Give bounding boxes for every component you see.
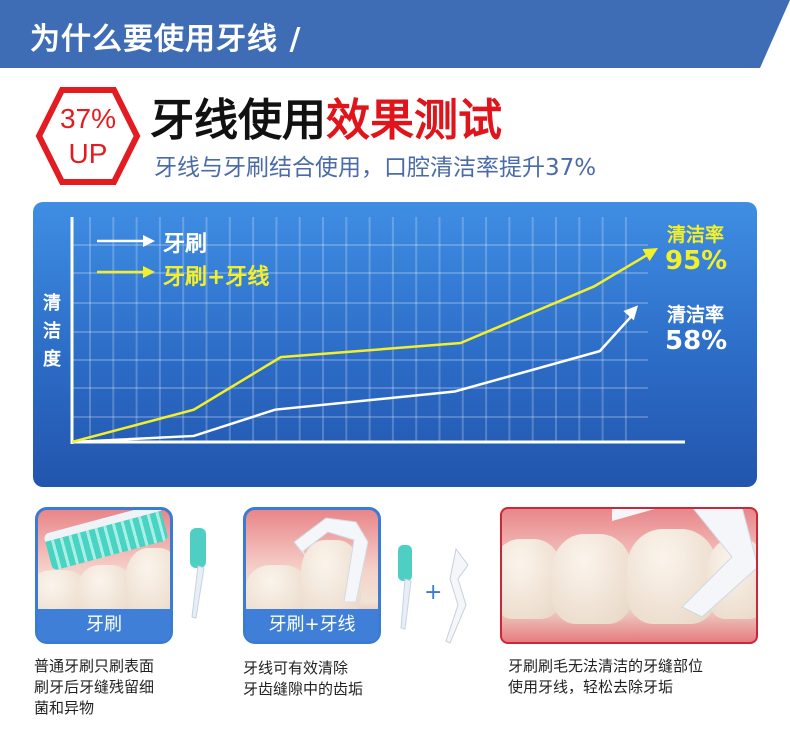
legend-arrow-icon [143, 235, 155, 247]
card-label: 牙刷 [38, 609, 170, 641]
series-arrowhead-icon [642, 247, 659, 262]
caption-line: 牙线可有效清除 [243, 659, 349, 677]
chart-panel: 牙刷 牙刷+牙线 清洁度 清洁率 95% 清洁率 58% [33, 202, 757, 487]
line-chart [70, 217, 685, 444]
subtitle: 牙线与牙刷结合使用，口腔清洁率提升37% [154, 155, 597, 181]
end-value-brush: 58% [665, 326, 728, 356]
caption-line: 普通牙刷只刷表面 [34, 657, 155, 675]
caption-line: 牙刷刷毛无法清洁的牙缝部位 [508, 657, 704, 675]
end-label-brush: 清洁率 [667, 304, 725, 326]
badge-value: 37% [59, 103, 117, 134]
toothbrush-icon [398, 545, 412, 630]
teeth-closeup-card [500, 507, 758, 644]
plus-sign: + [424, 580, 443, 605]
badge-label: UP [68, 138, 108, 169]
floss-image-card: 牙刷+牙线 [243, 507, 381, 644]
header-title: 为什么要使用牙线 / [30, 22, 302, 57]
y-axis-label: 清洁度 [43, 293, 61, 370]
header-banner [0, 0, 790, 68]
caption-line: 牙齿缝隙中的齿垢 [243, 680, 364, 698]
headline-black: 牙线使用 [150, 95, 326, 146]
headline-red: 效果测试 [326, 95, 502, 146]
caption-line: 刷牙后牙缝残留细 [34, 678, 155, 696]
caption-line: 使用牙线，轻松去除牙垢 [508, 678, 674, 696]
card-label: 牙刷+牙线 [246, 609, 378, 641]
caption-closeup: 牙刷刷毛无法清洁的牙缝部位 使用牙线，轻松去除牙垢 [508, 656, 703, 698]
end-label-floss: 清洁率 [667, 224, 725, 246]
headline: 牙线使用效果测试 [150, 84, 502, 148]
legend-floss: 牙刷+牙线 [163, 265, 270, 290]
legend-arrow-icon [143, 266, 155, 278]
legend-brush: 牙刷 [163, 232, 208, 257]
series-line-0 [71, 311, 636, 444]
end-value-floss: 95% [665, 246, 728, 276]
caption-toothbrush: 普通牙刷只刷表面 刷牙后牙缝残留细 菌和异物 [34, 656, 154, 719]
hexagon-badge-icon [35, 87, 141, 185]
series-arrowhead-icon [623, 305, 639, 321]
floss-pick-icon [445, 547, 469, 644]
toothbrush-image-card: 牙刷 [35, 507, 173, 644]
floss-pick-icon [293, 517, 369, 602]
series-line-1 [71, 251, 653, 444]
toothbrush-icon [190, 528, 206, 619]
floss-pick-icon [612, 509, 756, 618]
caption-floss: 牙线可有效清除 牙齿缝隙中的齿垢 [243, 658, 363, 700]
caption-line: 菌和异物 [34, 699, 95, 717]
